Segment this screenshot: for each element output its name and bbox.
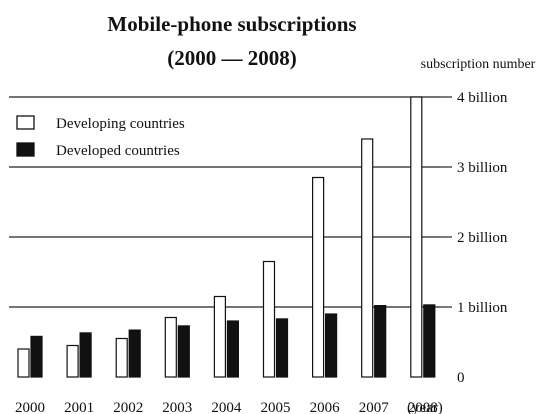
bar-developed <box>423 304 436 378</box>
x-tick-label: 2008 <box>408 400 438 414</box>
legend-label-developing: Developing countries <box>56 116 185 132</box>
bar-developed <box>30 335 43 378</box>
chart-title: Mobile-phone subscriptions <box>107 12 356 36</box>
x-axis-ticks: 2000 2001 2002 2003 2004 2005 2006 2007 2008(yea… <box>15 400 443 414</box>
y-axis-ticks: 0 1 billion 2 billion 3 billion 4 billion <box>440 90 508 386</box>
bar-developing <box>262 260 276 378</box>
bar-developed <box>374 305 387 378</box>
bars <box>17 96 436 378</box>
x-tick-label: 2003 <box>162 400 192 414</box>
bar-developed <box>79 332 92 378</box>
legend-label-developed: Developed countries <box>56 143 180 159</box>
x-tick-label: 2006 <box>310 400 341 414</box>
bar-developing <box>17 348 30 378</box>
bar-developing <box>213 295 226 378</box>
legend-swatch-developing <box>16 115 35 130</box>
bar-developed <box>128 329 141 378</box>
y-tick-label: 2 billion <box>457 230 508 246</box>
bar-developed <box>275 318 289 378</box>
y-tick-label: 1 billion <box>457 300 508 316</box>
bar-developing <box>66 344 79 378</box>
legend: Developing countries Developed countries <box>16 115 185 159</box>
x-tick-label: 2001 <box>64 400 94 414</box>
x-tick-label: 2007 <box>359 400 390 414</box>
bar-developed <box>226 320 239 378</box>
legend-swatch-developed <box>16 142 35 157</box>
bar-developed <box>325 313 338 378</box>
bar-developing <box>164 316 177 378</box>
x-tick-label: 2002 <box>113 400 143 414</box>
y-axis-label: subscription number <box>421 57 536 72</box>
bar-developing <box>361 138 374 378</box>
y-tick-label: 3 billion <box>457 160 508 176</box>
bar-developing <box>410 96 423 378</box>
y-tick-label: 4 billion <box>457 90 508 106</box>
bar-developing <box>312 176 325 378</box>
x-tick-label: 2004 <box>211 400 242 414</box>
x-unit-label: (year) <box>407 400 443 414</box>
x-tick-label: 2000 <box>15 400 45 414</box>
y-tick-label: 0 <box>457 370 465 386</box>
bar-developed <box>177 325 190 378</box>
x-tick-label: 2005 <box>261 400 291 414</box>
bar-developing <box>115 337 128 378</box>
chart-subtitle: (2000 — 2008) <box>167 46 297 70</box>
